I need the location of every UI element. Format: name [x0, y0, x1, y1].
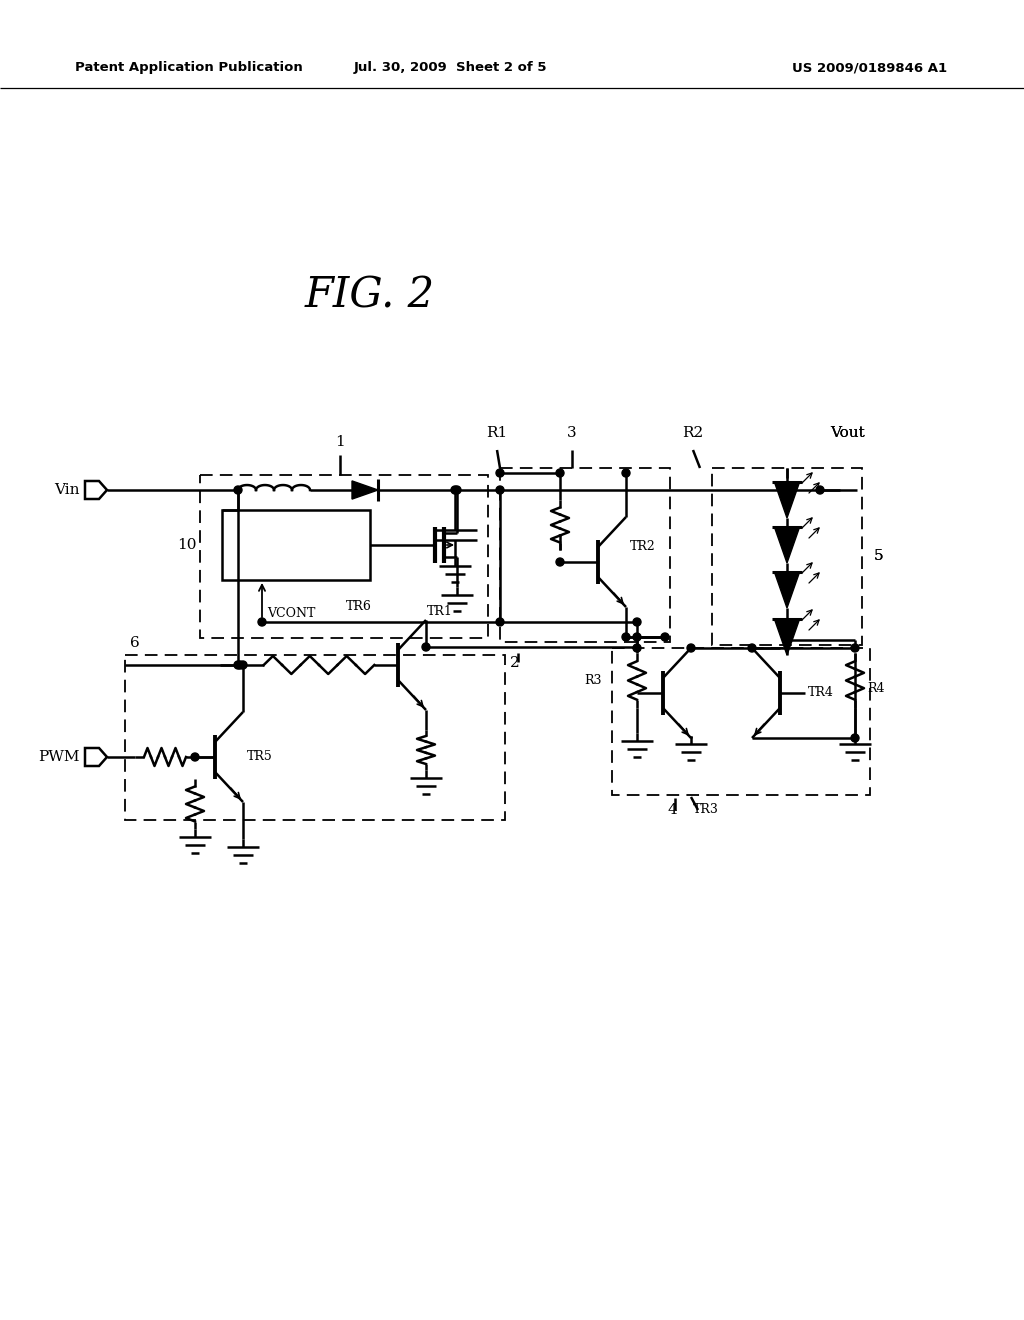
- Text: Vout: Vout: [830, 426, 864, 440]
- Circle shape: [239, 661, 247, 669]
- Bar: [200, 475, 488, 638]
- Text: TR4: TR4: [808, 686, 834, 700]
- Text: Vin: Vin: [54, 483, 80, 498]
- Bar: [125, 655, 505, 820]
- Text: R2: R2: [682, 426, 703, 440]
- Circle shape: [258, 618, 266, 626]
- Bar: [500, 469, 670, 642]
- Text: TR6: TR6: [346, 601, 372, 612]
- Polygon shape: [774, 482, 800, 517]
- Circle shape: [633, 634, 641, 642]
- Circle shape: [236, 661, 244, 669]
- Circle shape: [748, 644, 756, 652]
- Text: R3: R3: [585, 673, 602, 686]
- Polygon shape: [352, 480, 378, 499]
- Text: 3: 3: [567, 426, 577, 440]
- Bar: [712, 469, 862, 645]
- Circle shape: [453, 486, 461, 494]
- Text: TR3: TR3: [693, 803, 719, 816]
- Polygon shape: [774, 619, 800, 655]
- Bar: [222, 510, 370, 579]
- Polygon shape: [774, 527, 800, 564]
- Text: 6: 6: [130, 636, 139, 649]
- Circle shape: [422, 643, 430, 651]
- Text: 2: 2: [510, 656, 520, 671]
- Circle shape: [234, 661, 242, 669]
- Text: 5: 5: [874, 549, 884, 564]
- Circle shape: [687, 644, 695, 652]
- Circle shape: [622, 634, 630, 642]
- Bar: [612, 648, 870, 795]
- Circle shape: [851, 734, 859, 742]
- Circle shape: [816, 486, 824, 494]
- Circle shape: [496, 486, 504, 494]
- Text: Vout: Vout: [830, 426, 864, 440]
- Text: R4: R4: [867, 681, 885, 694]
- Circle shape: [851, 644, 859, 652]
- Text: PWM: PWM: [39, 750, 80, 764]
- Circle shape: [662, 634, 669, 642]
- Circle shape: [451, 486, 459, 494]
- Circle shape: [633, 644, 641, 652]
- Text: 4: 4: [668, 803, 678, 817]
- Text: US 2009/0189846 A1: US 2009/0189846 A1: [793, 62, 947, 74]
- Circle shape: [234, 486, 242, 494]
- Text: Patent Application Publication: Patent Application Publication: [75, 62, 303, 74]
- Text: 1: 1: [335, 436, 345, 449]
- Text: TR2: TR2: [630, 540, 655, 553]
- Circle shape: [783, 636, 791, 644]
- Circle shape: [556, 558, 564, 566]
- Polygon shape: [774, 572, 800, 609]
- Text: TR1: TR1: [427, 605, 453, 618]
- Text: 10: 10: [177, 539, 197, 552]
- Text: 5: 5: [874, 549, 884, 564]
- Text: TR5: TR5: [247, 751, 272, 763]
- Circle shape: [496, 618, 504, 626]
- Text: Jul. 30, 2009  Sheet 2 of 5: Jul. 30, 2009 Sheet 2 of 5: [353, 62, 547, 74]
- Circle shape: [633, 618, 641, 626]
- Circle shape: [556, 469, 564, 477]
- Circle shape: [191, 752, 199, 762]
- Text: R1: R1: [486, 426, 508, 440]
- Circle shape: [496, 469, 504, 477]
- Text: VCONT: VCONT: [267, 607, 315, 620]
- Text: FIG. 2: FIG. 2: [305, 275, 435, 315]
- Circle shape: [622, 469, 630, 477]
- Circle shape: [783, 486, 791, 494]
